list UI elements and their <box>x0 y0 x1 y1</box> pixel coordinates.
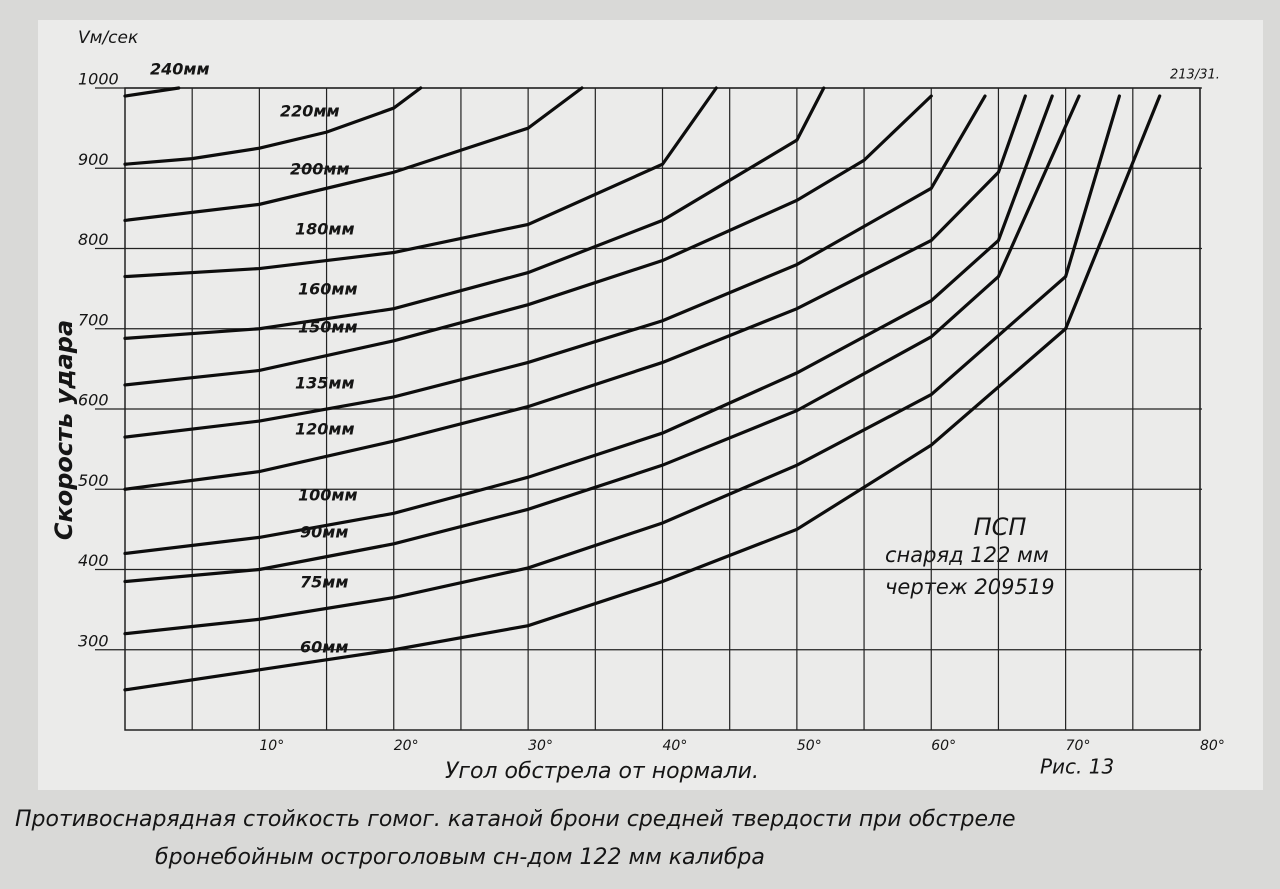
x-tick-label: 80° <box>1200 738 1225 754</box>
series-label: 75мм <box>300 573 348 592</box>
block-title: ПСП <box>974 513 1027 541</box>
series-label: 160мм <box>298 280 358 299</box>
series-label: 200мм <box>290 160 350 179</box>
curve <box>123 86 584 223</box>
y-tick-label: 800 <box>78 230 109 249</box>
y-axis-label: Скорость удара <box>50 320 78 540</box>
series-label: 90мм <box>300 523 348 542</box>
x-tick-label: 30° <box>528 738 553 754</box>
series-label: 60мм <box>300 638 348 657</box>
curve <box>123 86 718 279</box>
y-tick-label: 1000 <box>78 70 119 89</box>
curve <box>123 94 1081 584</box>
y-tick-label: 500 <box>78 471 109 490</box>
x-tick-label: 70° <box>1066 738 1091 754</box>
series-label: 135мм <box>295 374 355 393</box>
x-tick-label: 20° <box>394 738 419 754</box>
figure-number: Рис. 13 <box>1040 755 1114 779</box>
block-line: снаряд 122 мм <box>885 543 1049 567</box>
x-tick-label: 10° <box>259 738 284 754</box>
x-tick-label: 60° <box>931 738 956 754</box>
series-label: 240мм <box>150 60 210 79</box>
curve <box>123 94 1121 636</box>
y-tick-label: 300 <box>78 631 109 650</box>
caption-line: бронебойным остроголовым сн-дом 122 мм к… <box>155 845 765 870</box>
x-tick-label: 50° <box>797 738 822 754</box>
y-tick-label: 900 <box>78 150 109 169</box>
caption-line: Противоснарядная стойкость гомог. катано… <box>15 807 1016 832</box>
curve <box>123 94 1027 491</box>
block-line: чертеж 209519 <box>885 575 1055 599</box>
curve <box>123 86 423 166</box>
paper <box>38 20 1263 790</box>
curve <box>123 94 933 387</box>
series-label: 150мм <box>298 318 358 337</box>
y-tick-label: 400 <box>78 551 109 570</box>
series-label: 180мм <box>295 220 355 239</box>
stamp: 213/31. <box>1170 68 1220 83</box>
curve <box>123 86 826 340</box>
y-unit: Vм/сек <box>78 28 139 48</box>
x-tick-label: 40° <box>663 738 688 754</box>
x-axis-label: Угол обстрела от нормали. <box>445 759 759 784</box>
y-tick-label: 700 <box>78 310 109 329</box>
curve <box>123 86 181 98</box>
series-label: 220мм <box>280 102 340 121</box>
series-label: 120мм <box>295 420 355 439</box>
curve <box>123 94 1162 692</box>
y-tick-label: 600 <box>78 391 109 410</box>
series-label: 100мм <box>298 486 358 505</box>
curve <box>123 94 1054 556</box>
curve <box>123 94 987 439</box>
